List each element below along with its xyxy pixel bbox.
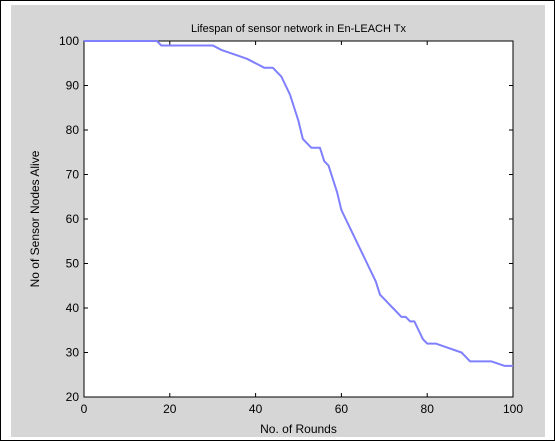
- y-tick-label: 80: [66, 123, 80, 137]
- x-tick-label: 20: [163, 402, 177, 416]
- x-tick-label: 60: [335, 402, 349, 416]
- x-tick-label: 80: [421, 402, 435, 416]
- y-tick-label: 100: [59, 34, 79, 48]
- x-tick-label: 0: [81, 402, 88, 416]
- x-tick-label: 100: [503, 402, 523, 416]
- plot-area: [83, 40, 514, 398]
- x-axis-label: No. of Rounds: [260, 422, 337, 436]
- y-tick-label: 90: [66, 79, 80, 93]
- figure-background: Lifespan of sensor network in En-LEACH T…: [11, 5, 545, 437]
- y-tick-label: 30: [66, 346, 80, 360]
- series-line-0: [84, 40, 513, 367]
- y-tick-label: 70: [66, 168, 80, 182]
- y-tick-label: 50: [66, 257, 80, 271]
- data-series: [84, 40, 513, 367]
- chart-title: Lifespan of sensor network in En-LEACH T…: [191, 23, 407, 35]
- y-tick-label: 40: [66, 301, 80, 315]
- y-tick-label: 60: [66, 212, 80, 226]
- line-chart: Lifespan of sensor network in En-LEACH T…: [28, 23, 523, 436]
- y-axis-label: No of Sensor Nodes Alive: [28, 150, 42, 287]
- y-tick-label: 20: [66, 390, 80, 404]
- x-tick-label: 40: [249, 402, 263, 416]
